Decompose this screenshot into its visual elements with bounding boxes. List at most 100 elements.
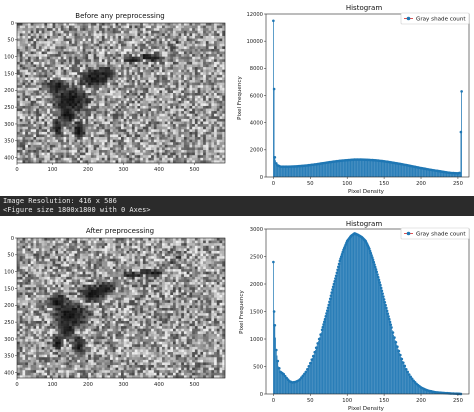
image-pixel [205,35,209,39]
image-pixel [153,118,157,122]
image-pixel [118,54,122,57]
image-pixel [110,46,113,50]
image-pixel [71,111,75,114]
image-pixel [96,152,100,156]
image-pixel [175,131,179,135]
image-pixel [175,238,179,241]
image-pixel [60,152,64,156]
image-pixel [173,30,176,34]
image-pixel [121,93,124,96]
image-pixel [55,72,59,75]
image-pixel [162,113,165,117]
image-pixel [79,48,83,52]
image-pixel [189,46,193,50]
image-pixel [131,28,135,31]
image-pixel [77,113,81,117]
image-pixel [189,118,193,122]
image-pixel [214,113,217,117]
image-pixel [115,147,119,151]
image-pixel [173,152,176,156]
image-pixel [167,48,171,52]
image-pixel [131,111,135,114]
image-pixel [74,108,78,112]
image-pixel [17,124,20,127]
image-pixel [131,82,135,86]
image-pixel [167,144,171,148]
image-pixel [25,77,29,81]
image-pixel [219,129,223,133]
image-pixel [38,160,42,164]
image-pixel [77,23,81,26]
image-pixel [192,77,196,81]
image-pixel [140,95,144,99]
image-pixel [134,69,138,73]
image-pixel [153,150,157,153]
image-pixel [203,126,206,130]
image-pixel [205,100,209,104]
image-pixel [110,51,113,55]
image-pixel [156,142,160,145]
image-pixel [151,90,154,94]
image-pixel [25,121,29,125]
image-pixel [175,43,179,47]
image-pixel [183,131,187,135]
image-pixel [55,23,59,26]
image-pixel [77,41,81,44]
image-pixel [101,240,105,244]
image-pixel [58,93,61,96]
image-pixel [90,51,94,55]
image-pixel [137,155,141,158]
image-pixel [88,82,92,86]
image-pixel [107,61,111,65]
image-pixel [164,80,168,83]
image-pixel [162,30,165,34]
image-pixel [123,61,127,65]
image-pixel [88,105,92,109]
image-pixel [49,33,53,37]
image-pixel [162,152,165,156]
image-pixel [60,108,64,112]
image-pixel [123,134,127,138]
image-pixel [134,116,138,120]
image-pixel [66,105,70,109]
image-pixel [192,72,196,75]
image-x-tick-label: 500 [190,167,200,173]
image-pixel [58,243,61,246]
image-pixel [104,155,108,158]
image-pixel [148,116,152,120]
image-pixel [126,67,130,70]
image-pixel [93,134,97,138]
image-pixel [126,35,130,39]
image-pixel [19,33,23,37]
image-pixel [153,74,157,78]
image-pixel [142,95,146,99]
image-pixel [197,103,201,107]
image-pixel [211,131,215,135]
image-pixel [115,98,119,101]
image-pixel [140,116,144,120]
image-pixel [66,54,70,57]
image-pixel [121,41,124,44]
image-pixel [205,118,209,122]
image-pixel [110,238,113,241]
image-pixel [30,100,34,104]
image-pixel [164,67,168,70]
image-pixel [137,38,141,42]
image-pixel [90,87,94,91]
image-pixel [79,157,83,161]
image-pixel [186,25,190,29]
image-pixel [47,157,50,161]
image-pixel [156,105,160,109]
x-tick-label: 250 [453,181,463,187]
image-pixel [153,85,157,88]
image-pixel [189,23,193,26]
image-pixel [79,64,83,68]
image-pixel [197,25,201,29]
image-pixel [192,118,196,122]
image-pixel [170,111,174,114]
image-pixel [208,129,212,133]
image-pixel [162,147,165,151]
image-pixel [55,64,59,68]
image-pixel [211,64,215,68]
image-pixel [104,41,108,44]
